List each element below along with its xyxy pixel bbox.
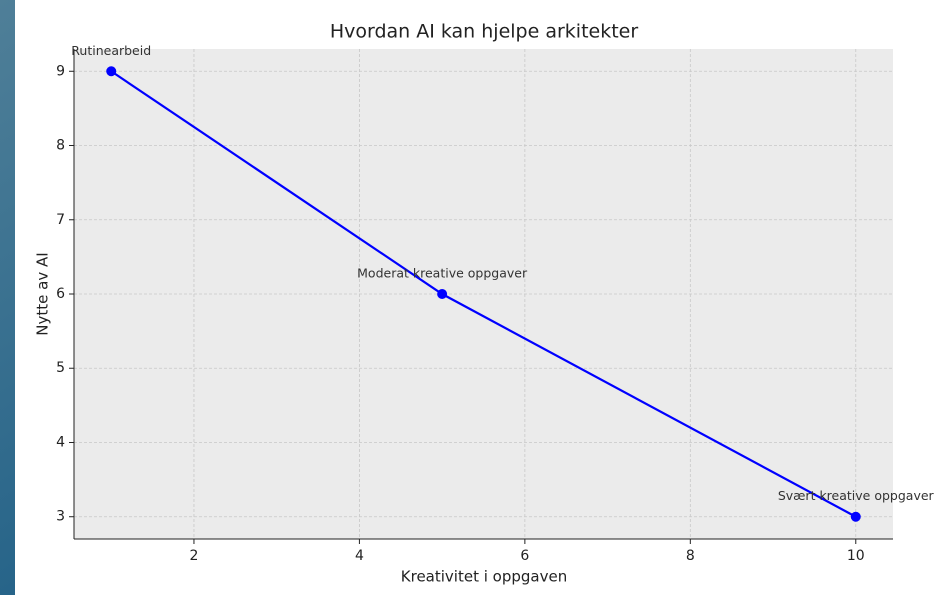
x-tick-label: 2 bbox=[189, 548, 198, 564]
x-tick-label: 4 bbox=[355, 548, 364, 564]
x-axis-label: Kreativitet i oppgaven bbox=[401, 568, 567, 586]
y-axis-label: Nytte av AI bbox=[34, 252, 52, 335]
chart-title: Hvordan AI kan hjelpe arkitekter bbox=[330, 21, 639, 43]
y-tick-label: 8 bbox=[56, 138, 65, 154]
data-point bbox=[850, 511, 861, 522]
chart: Hvordan AI kan hjelpe arkitekter Kreativ… bbox=[34, 21, 935, 586]
x-tick-label: 6 bbox=[520, 548, 529, 564]
point-label: Rutinearbeid bbox=[71, 43, 151, 58]
x-tick-label: 10 bbox=[847, 548, 865, 564]
data-point bbox=[437, 289, 448, 299]
point-label: Svært kreative oppgaver bbox=[778, 488, 935, 503]
x-tick-label: 8 bbox=[686, 548, 695, 564]
point-label: Moderat kreative oppgaver bbox=[357, 266, 528, 281]
y-tick-label: 3 bbox=[56, 509, 65, 525]
y-tick-label: 4 bbox=[56, 434, 65, 450]
y-tick-label: 9 bbox=[56, 63, 65, 79]
y-tick-label: 5 bbox=[56, 360, 65, 376]
y-tick-label: 7 bbox=[56, 212, 65, 228]
y-tick-label: 6 bbox=[56, 286, 65, 302]
data-point bbox=[106, 66, 117, 77]
